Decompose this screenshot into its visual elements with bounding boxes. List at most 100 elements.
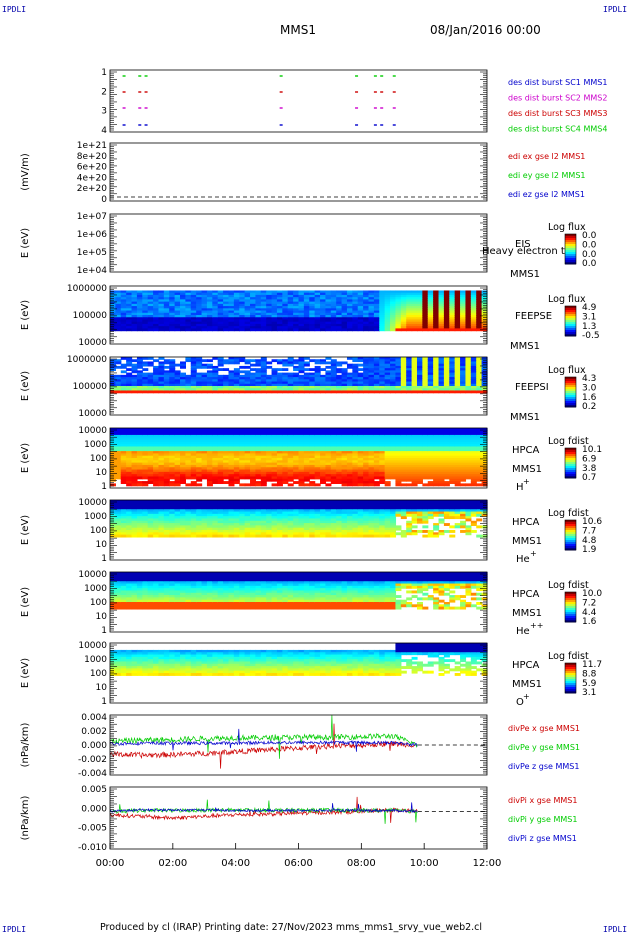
heatmap-cell xyxy=(379,467,386,471)
heatmap-cell xyxy=(239,502,246,506)
heatmap-cell xyxy=(190,506,197,510)
heatmap-cell xyxy=(400,312,407,316)
heatmap-cell xyxy=(147,523,154,526)
heatmap-cell xyxy=(206,317,213,321)
heatmap-cell xyxy=(411,301,418,305)
heatmap-cell xyxy=(169,301,176,305)
heatmap-cell xyxy=(368,361,375,365)
heatmap-cell xyxy=(142,290,149,294)
heatmap-cell xyxy=(368,326,375,329)
heatmap-cell xyxy=(422,361,429,365)
heatmap-cell xyxy=(406,294,413,298)
heatmap-cell xyxy=(126,520,133,524)
heatmap-cell xyxy=(158,326,165,329)
heatmap-cell xyxy=(180,464,186,468)
heatmap-cell xyxy=(153,448,160,452)
heatmap-cell xyxy=(438,321,445,325)
heatmap-cell xyxy=(169,319,176,323)
heatmap-cell xyxy=(379,388,386,392)
heatmap-cell xyxy=(250,377,257,380)
heatmap-cell xyxy=(206,476,213,480)
heatmap-cell xyxy=(373,363,380,367)
heatmap-cell xyxy=(271,368,278,371)
heatmap-cell xyxy=(147,458,154,461)
heatmap-cell xyxy=(395,365,402,369)
heatmap-cell xyxy=(110,381,116,385)
heatmap-cell xyxy=(406,328,413,332)
heatmap-cell xyxy=(212,523,219,526)
heatmap-cell xyxy=(136,474,143,478)
heatmap-cell xyxy=(244,518,251,522)
heatmap-cell xyxy=(481,460,488,464)
heatmap-cell xyxy=(158,370,165,374)
heatmap-cell xyxy=(131,532,138,536)
heatmap-cell xyxy=(174,326,181,329)
heatmap-cell xyxy=(325,437,332,441)
heatmap-cell xyxy=(341,476,348,480)
heatmap-cell xyxy=(357,301,364,305)
heatmap-cell xyxy=(320,474,327,478)
heatmap-cell xyxy=(244,439,251,443)
heatmap-cell xyxy=(239,455,246,459)
heatmap-cell xyxy=(115,511,122,515)
heatmap-cell xyxy=(212,478,219,482)
heatmap-cell xyxy=(460,451,467,454)
heatmap-cell xyxy=(406,437,413,441)
heatmap-cell xyxy=(303,460,310,464)
heatmap-cell xyxy=(142,462,149,466)
heatmap-cell xyxy=(287,294,294,298)
heatmap-cell xyxy=(196,478,203,482)
heatmap-cell xyxy=(476,388,483,392)
colorbar-swatch xyxy=(565,314,576,317)
heatmap-cell xyxy=(325,453,332,457)
heatmap-cell xyxy=(427,428,434,431)
heatmap-cell xyxy=(239,532,246,536)
heatmap-cell xyxy=(427,377,434,380)
heatmap-cell xyxy=(228,361,235,365)
heatmap-cell xyxy=(190,532,197,536)
heatmap-cell xyxy=(314,432,321,436)
heatmap-cell xyxy=(180,509,186,513)
heatmap-cell xyxy=(443,464,450,468)
heatmap-cell xyxy=(131,434,138,438)
legend-entry: edi ez gse l2 MMS1 xyxy=(508,190,585,199)
heatmap-cell xyxy=(411,469,418,473)
heatmap-cell xyxy=(223,303,230,307)
heatmap-cell xyxy=(120,326,127,329)
heatmap-cell xyxy=(443,328,450,332)
heatmap-cell xyxy=(400,451,407,454)
heatmap-cell xyxy=(196,297,203,300)
heatmap-cell xyxy=(303,448,310,452)
heatmap-cell xyxy=(390,365,397,369)
heatmap-cell xyxy=(196,319,203,323)
heatmap-cell xyxy=(346,458,353,461)
heatmap-cell xyxy=(384,451,391,454)
heatmap-cell xyxy=(379,474,386,478)
heatmap-cell xyxy=(309,451,316,454)
heatmap-cell xyxy=(180,511,186,515)
colorbar-frame xyxy=(564,233,577,265)
heatmap-cell xyxy=(325,310,332,314)
heatmap-cell xyxy=(293,310,300,314)
heatmap-cell xyxy=(233,428,240,431)
heatmap-cell xyxy=(110,432,116,436)
heatmap-cell xyxy=(136,390,143,394)
heatmap-cell xyxy=(470,478,477,482)
heatmap-cell xyxy=(287,430,294,434)
heatmap-cell xyxy=(233,502,240,506)
heatmap-cell xyxy=(276,474,283,478)
heatmap-cell xyxy=(212,506,219,510)
heatmap-cell xyxy=(470,328,477,332)
heatmap-cell xyxy=(115,323,122,327)
heatmap-cell xyxy=(174,370,181,374)
heatmap-cell xyxy=(110,469,116,473)
heatmap-cell xyxy=(169,527,176,531)
heatmap-cell xyxy=(330,446,337,450)
heatmap-cell xyxy=(206,483,213,487)
colorbar-tick: 1.3 xyxy=(582,322,596,332)
heatmap-cell xyxy=(136,381,143,385)
heatmap-cell xyxy=(346,357,353,360)
heatmap-cell xyxy=(336,448,343,452)
heatmap-cell xyxy=(460,439,467,443)
heatmap-cell xyxy=(384,453,391,457)
